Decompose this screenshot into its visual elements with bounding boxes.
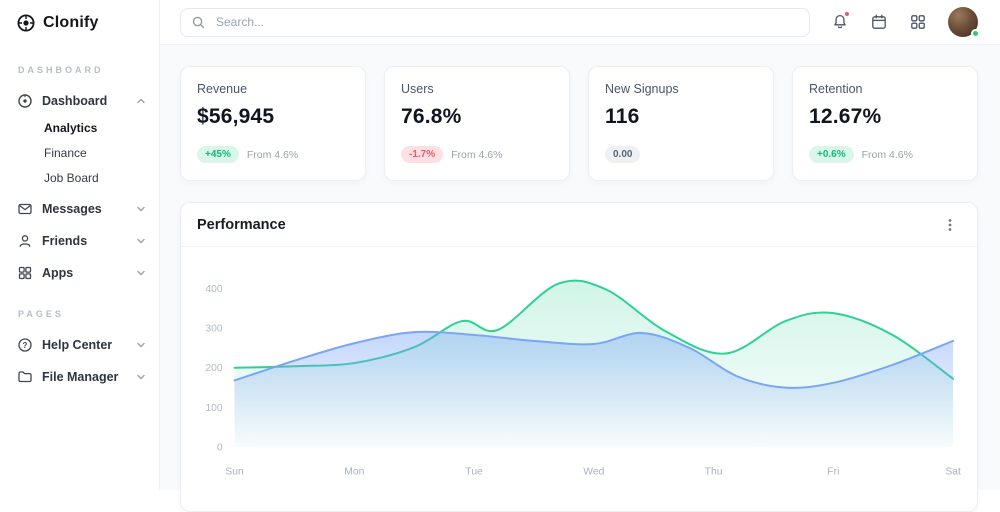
svg-text:Fri: Fri (827, 467, 839, 478)
dashboard-subitems: Analytics Finance Job Board (0, 117, 159, 193)
performance-chart: 0 100 200 300 400 Sun Mon Tue Wed Thu Fri Sat (181, 247, 977, 496)
chevron-down-icon (135, 267, 147, 279)
sidebar-item-apps[interactable]: Apps (0, 257, 159, 289)
stat-card-revenue[interactable]: Revenue $56,945 +45% From 4.6% (180, 66, 366, 181)
stat-note: From 4.6% (451, 148, 503, 161)
kebab-menu-button[interactable] (939, 215, 961, 235)
performance-card: Performance 0 100 200 300 400 Sun Mon Tue Wed Thu… (180, 202, 978, 512)
brand-logo[interactable]: Clonify (0, 0, 159, 45)
svg-text:Sun: Sun (225, 467, 244, 478)
stat-title: New Signups (605, 82, 679, 96)
brand-name: Clonify (43, 14, 99, 31)
messages-icon (17, 201, 33, 217)
performance-title: Performance (197, 217, 286, 233)
stats-row: Revenue $56,945 +45% From 4.6% Users 76.… (180, 66, 978, 181)
status-badge: +45% (197, 146, 239, 163)
chevron-down-icon (135, 339, 147, 351)
stat-card-new-signups[interactable]: New Signups 116 0.00 (588, 66, 774, 181)
content: Revenue $56,945 +45% From 4.6% Users 76.… (160, 45, 1000, 512)
status-badge: -1.7% (401, 146, 444, 163)
sidebar-item-messages[interactable]: Messages (0, 193, 159, 225)
sidebar-item-help-center[interactable]: ? Help Center (0, 329, 159, 361)
sidebar-item-dashboard[interactable]: Dashboard (0, 85, 159, 117)
online-status-dot (971, 29, 980, 38)
sidebar-item-label: File Manager (42, 370, 119, 384)
sidebar-item-label: Dashboard (42, 94, 108, 108)
dashboard-icon (17, 93, 33, 109)
kebab-menu-icon (948, 219, 952, 231)
stat-card-users[interactable]: Users 76.8% -1.7% From 4.6% (384, 66, 570, 181)
sidebar-item-label: Help Center (42, 338, 113, 352)
svg-text:300: 300 (205, 324, 223, 335)
main-area: Revenue $56,945 +45% From 4.6% Users 76.… (160, 0, 1000, 512)
sidebar: Clonify DASHBOARD Dashboard Analytics Fi… (0, 0, 160, 490)
apps-launcher-button[interactable] (909, 13, 927, 31)
performance-card-header: Performance (181, 203, 977, 247)
chevron-down-icon (135, 371, 147, 383)
calendar-button[interactable] (870, 13, 888, 31)
stat-note: From 4.6% (246, 148, 299, 161)
bell-icon (831, 13, 849, 31)
area-chart-canvas: 0 100 200 300 400 Sun Mon Tue Wed Thu Fri Sat (205, 279, 961, 478)
calendar-icon (870, 13, 888, 31)
svg-text:0: 0 (217, 442, 223, 453)
sidebar-item-label: Messages (42, 202, 102, 216)
search-input-wrapper (180, 7, 810, 37)
apps-grid-icon (909, 13, 927, 31)
svg-text:Mon: Mon (344, 467, 364, 478)
folder-icon (17, 369, 33, 385)
chevron-down-icon (135, 235, 147, 247)
svg-text:Sat: Sat (945, 467, 961, 478)
friends-icon (17, 233, 33, 249)
stat-value: 116 (605, 105, 640, 128)
svg-text:Thu: Thu (705, 467, 723, 478)
sidebar-item-label: Apps (42, 266, 74, 280)
svg-text:?: ? (23, 341, 28, 350)
notifications-button[interactable] (831, 11, 850, 31)
sidebar-item-file-manager[interactable]: File Manager (0, 361, 159, 393)
status-badge: 0.00 (605, 146, 641, 163)
stat-title: Revenue (197, 82, 248, 96)
stat-note: From 4.6% (861, 148, 913, 161)
user-menu[interactable] (948, 7, 980, 38)
sidebar-subitem-job-board[interactable]: Job Board (44, 171, 99, 185)
stat-value: 76.8% (401, 105, 462, 128)
chevron-down-icon (135, 203, 147, 215)
svg-text:Tue: Tue (465, 467, 483, 478)
section-label-dashboard: DASHBOARD (18, 65, 104, 75)
sidebar-subitem-finance[interactable]: Finance (44, 146, 87, 160)
svg-text:200: 200 (205, 363, 223, 374)
sidebar-item-friends[interactable]: Friends (0, 225, 159, 257)
svg-text:100: 100 (205, 403, 223, 414)
apps-icon (17, 265, 33, 281)
section-label-pages: PAGES (18, 309, 64, 319)
svg-text:400: 400 (205, 284, 223, 295)
topbar (160, 0, 1000, 45)
sidebar-item-label: Friends (42, 234, 88, 248)
search-icon (191, 15, 206, 30)
chevron-up-icon (135, 95, 147, 107)
stat-title: Users (401, 82, 434, 96)
notification-dot (844, 11, 850, 17)
sidebar-subitem-analytics[interactable]: Analytics (44, 121, 98, 135)
brand-logo-icon (16, 13, 36, 33)
topbar-actions (831, 7, 980, 38)
stat-value: $56,945 (197, 105, 275, 128)
stat-value: 12.67% (809, 105, 882, 128)
status-badge: +0.6% (809, 146, 854, 163)
svg-text:Wed: Wed (583, 467, 604, 478)
search-input[interactable] (214, 14, 799, 30)
help-icon: ? (17, 337, 33, 353)
stat-title: Retention (809, 82, 863, 96)
stat-card-retention[interactable]: Retention 12.67% +0.6% From 4.6% (792, 66, 978, 181)
